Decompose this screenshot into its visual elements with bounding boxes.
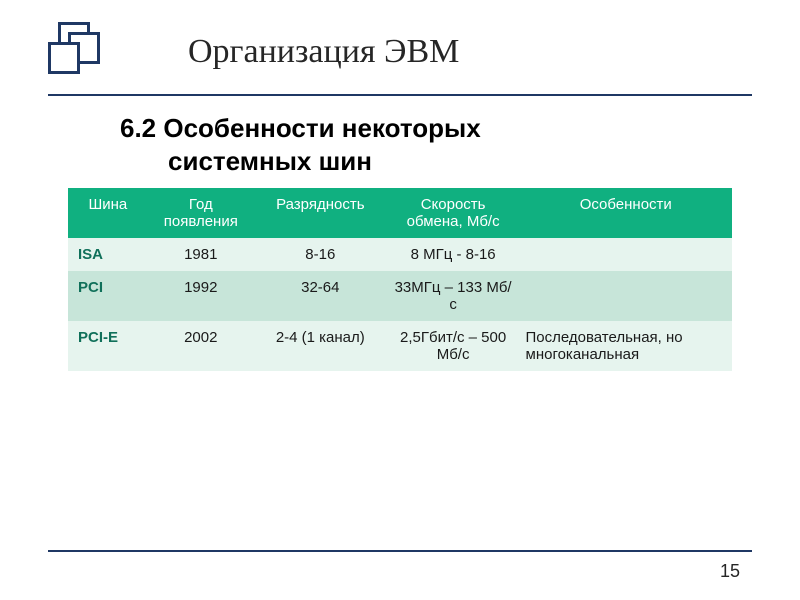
cell-year: 1981 (148, 238, 254, 271)
cell-feat: Последовательная, но многоканальная (520, 321, 733, 371)
cell-width: 32-64 (254, 271, 387, 321)
col-bus: Шина (68, 188, 148, 238)
logo-icon (48, 22, 108, 82)
cell-year: 2002 (148, 321, 254, 371)
cell-feat (520, 238, 733, 271)
section-line-2: системных шин (168, 146, 372, 176)
divider-top (48, 94, 752, 96)
cell-feat (520, 271, 733, 321)
col-speed: Скорость обмена, Мб/с (387, 188, 520, 238)
cell-bus: PCI-E (68, 321, 148, 371)
slide: Организация ЭВМ 6.2 Особенности некоторы… (0, 0, 800, 600)
page-number: 15 (720, 561, 740, 582)
table-row: ISA 1981 8-16 8 МГц - 8-16 (68, 238, 732, 271)
cell-speed: 8 МГц - 8-16 (387, 238, 520, 271)
cell-bus: PCI (68, 271, 148, 321)
col-year: Год появления (148, 188, 254, 238)
cell-year: 1992 (148, 271, 254, 321)
table-row: PCI-E 2002 2-4 (1 канал) 2,5Гбит/с – 500… (68, 321, 732, 371)
section-title: 6.2 Особенности некоторых системных шин (120, 112, 720, 177)
cell-width: 8-16 (254, 238, 387, 271)
col-features: Особенности (520, 188, 733, 238)
slide-header: Организация ЭВМ (48, 22, 752, 82)
bus-table: Шина Год появления Разрядность Скорость … (68, 188, 732, 371)
col-width: Разрядность (254, 188, 387, 238)
table-row: PCI 1992 32-64 33МГц – 133 Мб/с (68, 271, 732, 321)
section-line-1: 6.2 Особенности некоторых (120, 113, 481, 143)
cell-width: 2-4 (1 канал) (254, 321, 387, 371)
cell-speed: 33МГц – 133 Мб/с (387, 271, 520, 321)
main-title: Организация ЭВМ (188, 33, 459, 71)
cell-speed: 2,5Гбит/с – 500 Мб/с (387, 321, 520, 371)
divider-bottom (48, 550, 752, 552)
cell-bus: ISA (68, 238, 148, 271)
table-header-row: Шина Год появления Разрядность Скорость … (68, 188, 732, 238)
